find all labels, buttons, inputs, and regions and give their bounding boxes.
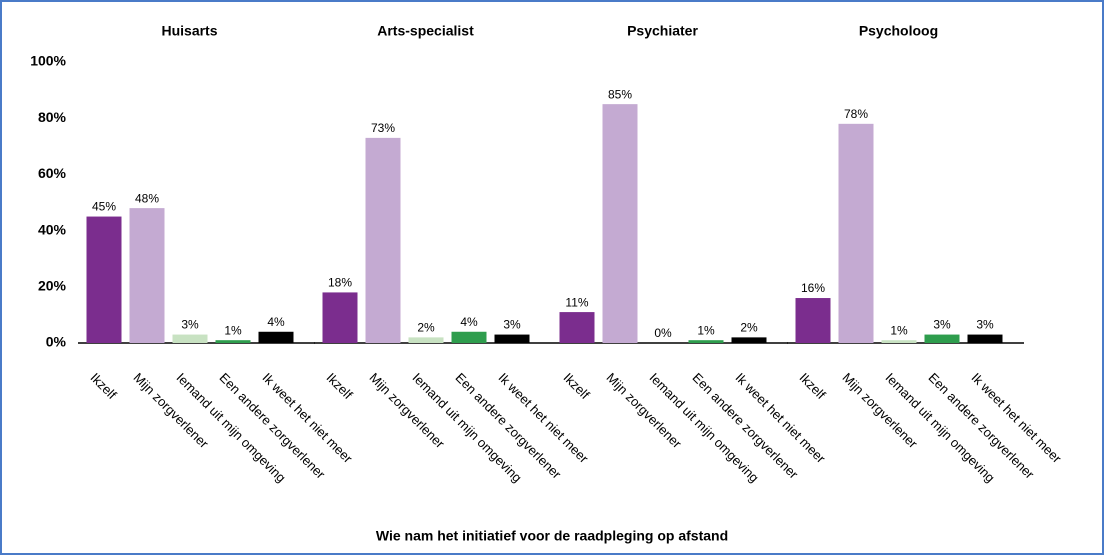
value-label: 1%: [224, 323, 242, 337]
bar: [322, 292, 358, 343]
y-tick-label: 80%: [38, 109, 67, 125]
bar: [602, 104, 638, 344]
value-label: 78%: [844, 107, 868, 121]
bar: [731, 337, 767, 343]
bar: [258, 331, 294, 343]
y-tick-label: 40%: [38, 221, 67, 237]
value-label: 85%: [608, 87, 632, 101]
value-label: 4%: [267, 315, 285, 329]
bar: [559, 312, 595, 343]
value-label: 18%: [328, 276, 352, 290]
y-tick-label: 100%: [30, 53, 66, 69]
bar: [494, 334, 530, 343]
panel-title: Arts-specialist: [377, 23, 474, 39]
bar: [129, 208, 165, 343]
bar: [215, 340, 251, 343]
value-label: 4%: [460, 315, 478, 329]
value-label: 45%: [92, 200, 116, 214]
y-tick-label: 20%: [38, 278, 67, 294]
bar: [86, 216, 122, 343]
value-label: 2%: [417, 321, 435, 335]
bar: [451, 331, 487, 343]
value-label: 3%: [976, 318, 994, 332]
y-tick-label: 60%: [38, 165, 67, 181]
value-label: 3%: [503, 318, 521, 332]
bar: [408, 337, 444, 343]
value-label: 1%: [890, 323, 908, 337]
bar: [172, 334, 208, 343]
value-label: 2%: [740, 321, 758, 335]
value-label: 73%: [371, 121, 395, 135]
value-label: 48%: [135, 191, 159, 205]
bar: [688, 340, 724, 343]
value-label: 3%: [933, 318, 951, 332]
bar: [924, 334, 960, 343]
bar: [881, 340, 917, 343]
x-axis-label: Wie nam het initiatief voor de raadplegi…: [376, 528, 728, 544]
panel-title: Huisarts: [161, 23, 217, 39]
value-label: 11%: [565, 295, 588, 309]
bar: [365, 137, 401, 343]
y-tick-label: 0%: [46, 334, 67, 350]
value-label: 1%: [697, 323, 715, 337]
value-label: 3%: [181, 318, 199, 332]
panel-title: Psychiater: [627, 23, 698, 39]
value-label: 0%: [654, 326, 672, 340]
panel-title: Psycholoog: [859, 23, 938, 39]
bar: [838, 123, 874, 343]
bar: [795, 298, 831, 343]
bar: [967, 334, 1003, 343]
value-label: 16%: [801, 281, 825, 295]
